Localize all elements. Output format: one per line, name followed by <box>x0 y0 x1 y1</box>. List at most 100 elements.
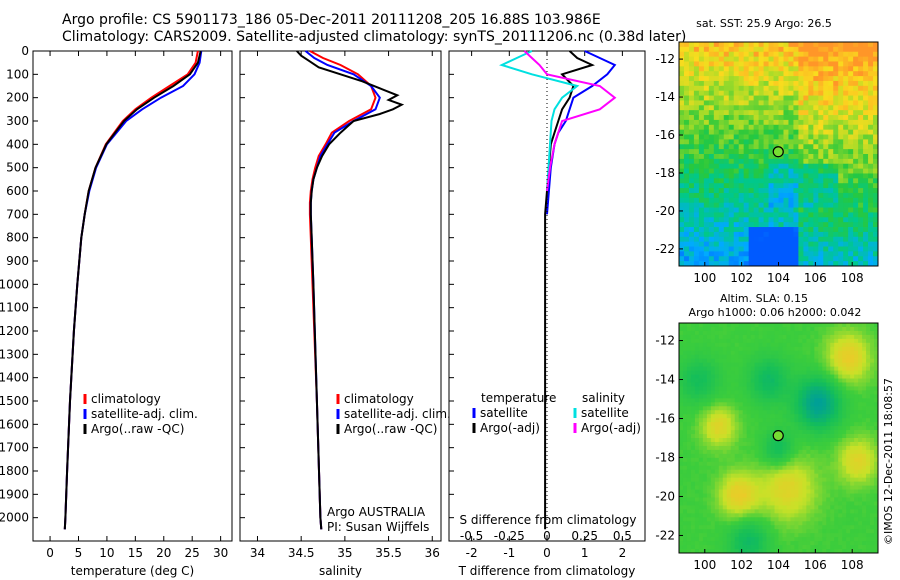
map-cell <box>748 110 755 116</box>
map-cell <box>854 338 859 344</box>
map-cell <box>693 42 700 48</box>
map-cell <box>790 545 795 550</box>
map-cell <box>750 509 756 514</box>
map-cell <box>783 139 789 145</box>
map-cell <box>714 426 720 431</box>
map-cell <box>694 390 700 395</box>
map-cell <box>810 533 815 538</box>
map-cell <box>694 402 700 407</box>
map-cell <box>750 473 756 479</box>
map-cell <box>823 90 829 96</box>
map-cell <box>714 465 720 471</box>
map-cell <box>683 95 690 101</box>
map-cell <box>763 251 769 257</box>
map-cell <box>726 533 732 538</box>
map-cell <box>728 192 735 199</box>
map-cell <box>806 509 811 514</box>
map-cell <box>722 545 728 550</box>
map-cell <box>702 430 708 435</box>
map-cell <box>858 134 864 140</box>
map-cell <box>710 521 716 526</box>
map-cell <box>806 323 811 328</box>
map-cell <box>714 533 720 538</box>
map-cell <box>754 457 759 463</box>
map-cell <box>722 402 728 407</box>
map-cell <box>748 90 755 96</box>
map-cell <box>842 489 847 494</box>
map-cell <box>830 541 835 546</box>
map-cell <box>803 212 809 218</box>
map-cell <box>788 207 794 213</box>
map-cell <box>790 497 795 502</box>
map-cell <box>738 382 744 387</box>
y-tick-label: 100 <box>6 67 29 81</box>
map-cell <box>778 51 784 58</box>
map-cell <box>870 445 875 451</box>
map-cell <box>828 231 834 238</box>
map-cell <box>818 149 824 155</box>
map-cell <box>788 90 794 96</box>
map-cell <box>802 422 807 427</box>
map-cell <box>679 493 684 498</box>
map-cell <box>694 533 700 538</box>
map-cell <box>714 445 720 451</box>
map-cell <box>802 505 807 510</box>
map-cell <box>686 410 692 415</box>
map-cell <box>698 261 705 267</box>
map-cell <box>848 231 854 238</box>
map-cell <box>763 42 769 48</box>
map-cell <box>826 382 831 387</box>
map-cell <box>706 461 712 467</box>
map-cell <box>706 354 712 360</box>
y-tick-label: 1700 <box>0 441 29 455</box>
map-cell <box>846 489 851 494</box>
map-cell <box>766 323 771 328</box>
map-cell <box>714 549 720 554</box>
map-cell <box>713 110 720 116</box>
map-cell <box>690 366 696 371</box>
map-cell <box>858 386 863 391</box>
map-cell <box>842 465 847 471</box>
map-cell <box>866 350 871 356</box>
map-cell <box>854 406 859 411</box>
map-cell <box>814 326 819 332</box>
map-cell <box>738 90 745 96</box>
map-cell <box>694 521 700 526</box>
map-cell <box>838 42 844 48</box>
map-cell <box>733 61 740 67</box>
map-cell <box>686 402 692 407</box>
map-cell <box>754 326 759 332</box>
map-cell <box>846 394 851 399</box>
map-cell <box>778 46 784 53</box>
map-cell <box>768 251 774 257</box>
map-cell <box>810 477 815 483</box>
map-cell <box>722 350 728 356</box>
map-cell <box>838 217 844 223</box>
map-cell <box>798 149 804 155</box>
map-cell <box>830 326 835 332</box>
map-cell <box>862 477 867 483</box>
map-cell <box>828 100 834 106</box>
map-cell <box>738 326 744 332</box>
map-cell <box>814 469 819 475</box>
map-cell <box>679 545 684 550</box>
map-cell <box>738 469 744 475</box>
map-cell <box>750 438 756 443</box>
map-cell <box>814 354 819 360</box>
map-cell <box>838 173 844 179</box>
map-cell <box>686 346 692 352</box>
map-cell <box>766 481 771 486</box>
map-cell <box>762 465 767 471</box>
map-cell <box>770 338 775 344</box>
map-cell <box>738 481 744 486</box>
map-cell <box>822 457 827 463</box>
map-cell <box>754 358 759 364</box>
map-cell <box>763 202 769 208</box>
map-cell <box>746 533 752 538</box>
map-cell <box>718 549 724 554</box>
map-cell <box>833 188 839 194</box>
map-cell <box>794 449 799 455</box>
map-cell <box>808 173 814 179</box>
map-cell <box>868 85 874 92</box>
map-cell <box>870 350 875 356</box>
